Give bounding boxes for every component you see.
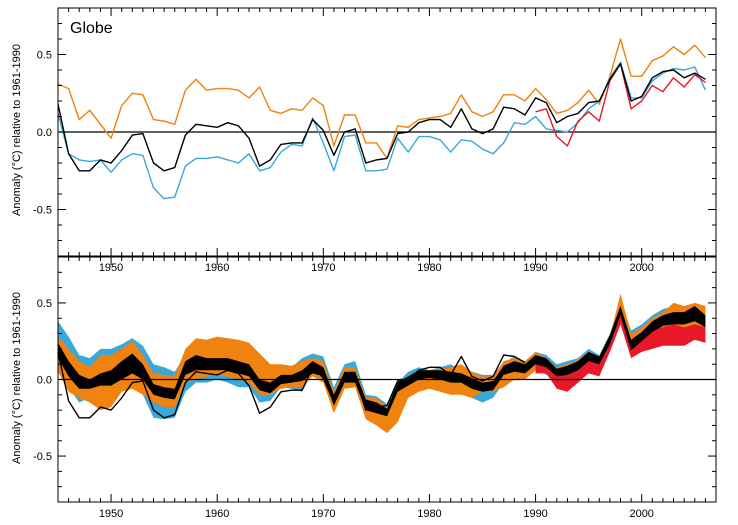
top-panel-title: Globe <box>70 20 113 37</box>
bottom-x-tick-label: 1990 <box>523 508 547 520</box>
top-y-axis-label: Anomaly (°C) relative to 1961-1990 <box>11 44 23 216</box>
top-x-tick-label: 1970 <box>311 262 335 274</box>
top-y-tick-label: -0.5 <box>33 205 52 217</box>
top-series-line-1 <box>57 61 707 200</box>
top-x-tick-label: 1990 <box>523 262 547 274</box>
bottom-series <box>57 351 526 419</box>
top-y-tick-label: 0.5 <box>37 50 52 62</box>
bottom-x-tick-label: 1950 <box>99 508 123 520</box>
bottom-y-tick-label: -0.5 <box>33 451 52 463</box>
bottom-y-tick-label: 0.0 <box>37 375 52 387</box>
bottom-x-tick-label: 1980 <box>417 508 441 520</box>
bottom-plot-frame <box>57 256 717 503</box>
bottom-ticks: 1950 1960 1970 1980 1990 2000 -0.5 0.0 0.5 <box>33 256 717 520</box>
panel-bottom: 1950 1960 1970 1980 1990 2000 -0.5 0.0 0.5 Anoma… <box>11 256 717 520</box>
top-x-tick-label: 1960 <box>205 262 229 274</box>
top-series <box>57 38 707 200</box>
top-series-line-3 <box>57 63 706 172</box>
top-x-tick-label: 1980 <box>417 262 441 274</box>
bottom-bands <box>58 293 706 434</box>
top-plot-frame <box>57 7 717 257</box>
bottom-y-tick-label: 0.5 <box>37 298 52 310</box>
bottom-x-tick-label: 1970 <box>311 508 335 520</box>
bottom-y-axis-label: Anomaly (°C) relative to 1961-1990 <box>11 292 23 464</box>
bottom-x-tick-label: 1960 <box>205 508 229 520</box>
top-x-tick-label: 2000 <box>629 262 653 274</box>
top-y-tick-label: 0.0 <box>37 127 52 139</box>
panel-top: 1950 1960 1970 1980 1990 2000 -0.5 0.0 0.5 Globe… <box>11 7 717 274</box>
top-ticks: 1950 1960 1970 1980 1990 2000 -0.5 0.0 0.5 <box>33 7 717 274</box>
bottom-band-3 <box>58 306 706 417</box>
top-x-tick-label: 1950 <box>99 262 123 274</box>
bottom-band-2 <box>535 306 706 392</box>
bottom-series-line-0 <box>57 351 526 419</box>
bottom-x-tick-label: 2000 <box>629 508 653 520</box>
